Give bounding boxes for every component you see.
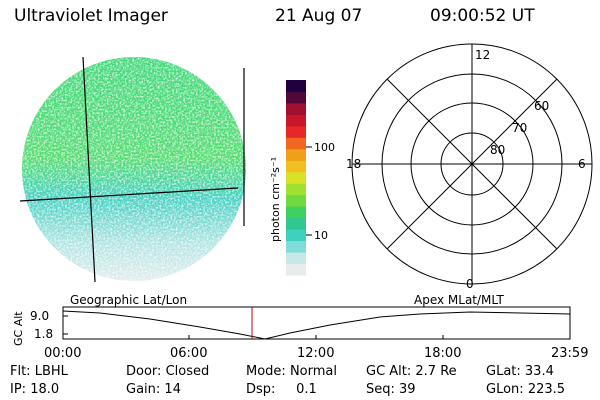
altitude-axis-label: GC Alt [12,311,25,346]
colorbar-segment [286,80,306,92]
status-door: Door: Closed [126,364,210,379]
colorbar-unit: photon cm⁻²s⁻¹ [269,157,282,242]
mlt-label-0: 0 [466,277,474,291]
colorbar-segment [286,252,306,265]
status-glat: GLat: 33.4 [486,364,554,379]
colorbar-segment [286,102,306,115]
mlt-label-12: 12 [475,48,490,62]
status-filter: Flt: LBHL [10,364,68,379]
colorbar-segment [286,137,306,150]
colorbar-label-100: 100 [314,141,335,154]
colorbar-segment [286,160,306,173]
polar-mlat-mlt-grid [351,43,593,285]
status-glon: GLon: 223.5 [486,382,566,397]
colorbar-segment [286,206,306,219]
mlt-label-6: 6 [578,157,586,171]
intensity-colorbar [286,80,306,276]
orbit-altitude-plot [62,306,571,340]
altitude-tick-1-8: 1.8 [34,327,53,341]
colorbar-segment [286,217,306,230]
longitude-line [82,56,96,283]
grid-diagonal-2 [386,78,558,250]
time-tick-1800: 18:00 [424,346,462,361]
colorbar-segment [286,114,306,127]
colorbar-segment [286,183,306,196]
image-date: 21 Aug 07 [275,6,363,26]
mlt-label-18: 18 [346,157,361,171]
colorbar-segment [286,91,306,104]
plot-frame [62,306,571,340]
time-tick-1200: 12:00 [297,346,335,361]
colorbar-segment [286,125,306,138]
lat-label-70: 70 [512,121,527,135]
image-time: 09:00:52 UT [430,6,535,26]
time-tick-0000: 00:00 [44,346,82,361]
colorbar-segment [286,194,306,207]
altitude-tick-9: 9.0 [30,309,49,323]
apex-caption: Apex MLat/MLT [414,293,504,307]
status-mode: Mode: Normal [246,364,337,379]
colorbar-segment [286,263,306,276]
status-gain: Gain: 14 [126,382,181,397]
auroral-image-disk [19,56,246,283]
time-tick-2359: 23:59 [551,346,589,361]
colorbar-segment [286,240,306,253]
colorbar-segment [286,171,306,184]
altitude-curve [62,310,571,340]
colorbar-segment [286,148,306,161]
status-seq: Seq: 39 [366,382,416,397]
latitude-line [19,187,239,202]
instrument-title: Ultraviolet Imager [14,6,168,26]
lat-label-80: 80 [490,143,505,157]
geographic-caption: Geographic Lat/Lon [70,293,187,307]
status-ip: IP: 18.0 [10,382,60,397]
status-dsp: Dsp: 0.1 [246,382,317,397]
colorbar-segment [286,229,306,242]
colorbar-label-10: 10 [314,229,328,242]
status-gc-alt: GC Alt: 2.7 Re [366,364,457,379]
lat-label-60: 60 [534,99,549,113]
time-tick-0600: 06:00 [170,346,208,361]
